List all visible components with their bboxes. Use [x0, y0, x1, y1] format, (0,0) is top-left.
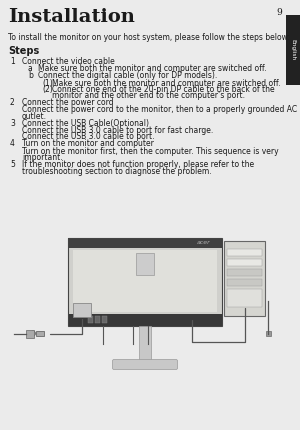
Bar [26, 330, 34, 338]
Text: troubleshooting section to diagnose the problem.: troubleshooting section to diagnose the … [22, 167, 212, 176]
Bar [68, 238, 222, 248]
Text: Turn on the monitor and computer: Turn on the monitor and computer [22, 139, 154, 148]
Bar [286, 15, 300, 85]
Text: a: a [28, 64, 33, 73]
Text: (1): (1) [42, 79, 53, 88]
Bar [73, 303, 91, 317]
Bar [68, 238, 222, 326]
Bar [227, 249, 262, 256]
Text: 1: 1 [10, 57, 15, 66]
Circle shape [31, 331, 35, 336]
Text: To install the monitor on your host system, please follow the steps below:: To install the monitor on your host syst… [8, 33, 290, 42]
Text: important.: important. [22, 153, 63, 162]
Text: Connect the USB 3.0 cable to port for fast charge.: Connect the USB 3.0 cable to port for fa… [22, 126, 213, 135]
Text: 5: 5 [10, 160, 15, 169]
Text: Connect the power cord to the monitor, then to a properly grounded AC: Connect the power cord to the monitor, t… [22, 105, 297, 114]
Text: acer: acer [197, 240, 211, 246]
Text: 9: 9 [276, 8, 282, 17]
Text: Connect the power cord: Connect the power cord [22, 98, 114, 107]
Bar [36, 331, 44, 336]
Text: Steps: Steps [8, 46, 39, 56]
Bar [227, 269, 262, 276]
Text: 2: 2 [10, 98, 15, 107]
Text: monitor and the other end to the computer’s port.: monitor and the other end to the compute… [52, 91, 245, 100]
Text: 4: 4 [10, 139, 15, 148]
Text: 3: 3 [10, 119, 15, 128]
Bar [227, 259, 262, 266]
Bar [88, 316, 93, 323]
Text: Make sure both the monitor and computer are switched off.: Make sure both the monitor and computer … [38, 64, 266, 73]
Text: English: English [290, 40, 296, 61]
Text: Connect the USB 3.0 cable to port.: Connect the USB 3.0 cable to port. [22, 132, 154, 141]
Text: b: b [28, 71, 33, 80]
FancyBboxPatch shape [112, 359, 178, 369]
Bar [95, 316, 100, 323]
Bar [68, 248, 222, 314]
Text: If the monitor does not function properly, please refer to the: If the monitor does not function properl… [22, 160, 254, 169]
Bar [224, 241, 265, 316]
Text: Connect the video cable: Connect the video cable [22, 57, 115, 66]
Text: Turn on the monitor first, then the computer. This sequence is very: Turn on the monitor first, then the comp… [22, 147, 279, 156]
Bar [136, 253, 154, 275]
Bar [227, 289, 262, 307]
Text: Installation: Installation [8, 8, 135, 26]
Text: (2): (2) [42, 85, 53, 94]
Text: Connect the digital cable (only for DP models).: Connect the digital cable (only for DP m… [38, 71, 217, 80]
Bar [73, 250, 217, 312]
Text: Make sure both the monitor and computer are switched off.: Make sure both the monitor and computer … [52, 79, 280, 88]
Bar [102, 316, 107, 323]
Text: Connect the USB Cable(Optional): Connect the USB Cable(Optional) [22, 119, 149, 128]
Text: outlet.: outlet. [22, 112, 47, 120]
Bar [227, 279, 262, 286]
Bar [68, 314, 222, 326]
Bar [266, 331, 271, 336]
Text: Connect one end of the 20-pin DP cable to the back of the: Connect one end of the 20-pin DP cable t… [52, 85, 274, 94]
Bar [139, 326, 151, 361]
